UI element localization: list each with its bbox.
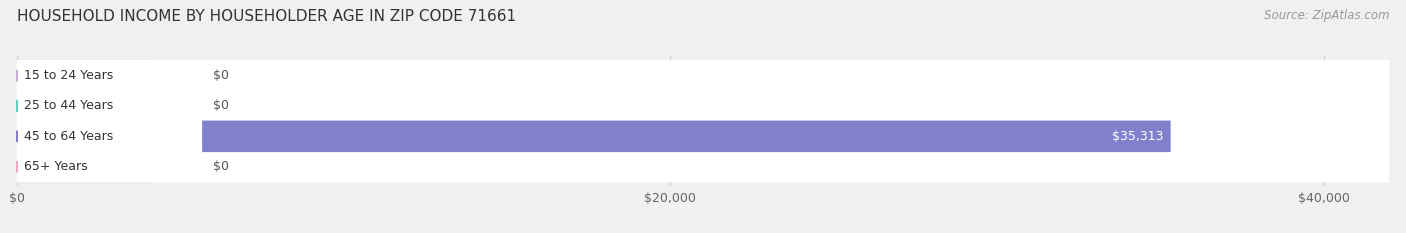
FancyBboxPatch shape <box>17 120 1171 152</box>
FancyBboxPatch shape <box>17 90 1389 122</box>
FancyBboxPatch shape <box>17 90 155 122</box>
Text: HOUSEHOLD INCOME BY HOUSEHOLDER AGE IN ZIP CODE 71661: HOUSEHOLD INCOME BY HOUSEHOLDER AGE IN Z… <box>17 9 516 24</box>
Text: $0: $0 <box>214 69 229 82</box>
FancyBboxPatch shape <box>17 151 155 182</box>
FancyBboxPatch shape <box>17 90 202 122</box>
Text: $0: $0 <box>214 160 229 173</box>
FancyBboxPatch shape <box>17 60 202 91</box>
FancyBboxPatch shape <box>17 151 202 182</box>
FancyBboxPatch shape <box>17 120 1389 152</box>
FancyBboxPatch shape <box>17 60 155 91</box>
Text: 65+ Years: 65+ Years <box>24 160 87 173</box>
Text: $35,313: $35,313 <box>1112 130 1164 143</box>
Text: $0: $0 <box>214 99 229 113</box>
Text: 15 to 24 Years: 15 to 24 Years <box>24 69 112 82</box>
FancyBboxPatch shape <box>17 151 1389 182</box>
FancyBboxPatch shape <box>17 120 202 152</box>
FancyBboxPatch shape <box>17 60 1389 91</box>
Text: 45 to 64 Years: 45 to 64 Years <box>24 130 112 143</box>
Text: 25 to 44 Years: 25 to 44 Years <box>24 99 112 113</box>
Text: Source: ZipAtlas.com: Source: ZipAtlas.com <box>1264 9 1389 22</box>
